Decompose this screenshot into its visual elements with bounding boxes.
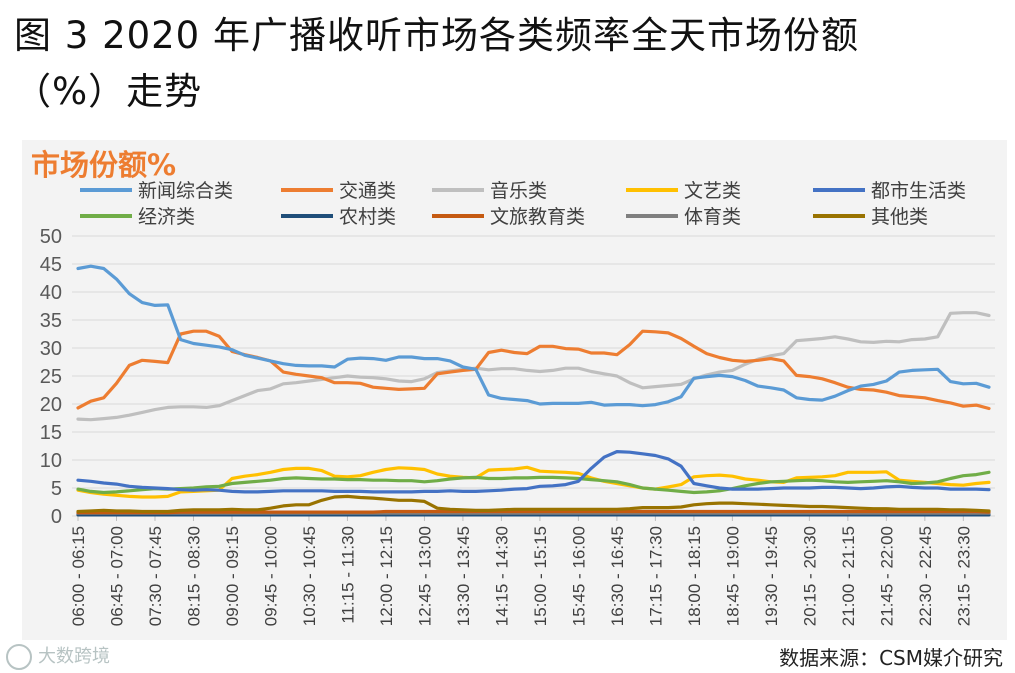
x-tick-label: 07:30 - 07:45 xyxy=(146,526,165,626)
watermark-logo-icon xyxy=(6,644,32,670)
x-tick-label: 14:15 - 14:30 xyxy=(492,526,511,626)
series-lines xyxy=(76,264,991,517)
x-tick-label: 18:00 - 18:15 xyxy=(685,526,704,626)
legend-label: 文艺类 xyxy=(684,180,741,202)
series-line-7 xyxy=(76,509,991,515)
x-tick-label: 06:45 - 07:00 xyxy=(107,526,126,626)
x-tick-label: 06:00 - 06:15 xyxy=(69,526,88,626)
figure-title: 图 3 2020 年广播收听市场各类频率全天市场份额 （%）走势 xyxy=(14,8,859,120)
series-line-3 xyxy=(76,465,991,499)
y-tick-label: 10 xyxy=(40,450,62,472)
y-tick-label: 5 xyxy=(51,478,62,500)
watermark: 大数跨境 xyxy=(6,642,110,670)
y-tick-label: 15 xyxy=(40,422,62,444)
y-tick-label: 25 xyxy=(40,366,62,388)
chart-panel xyxy=(22,140,1007,640)
x-tick-label: 21:45 - 22:00 xyxy=(877,526,896,626)
series-line-2 xyxy=(76,311,991,422)
x-tick-label: 15:45 - 16:00 xyxy=(569,526,588,626)
x-tick-label: 15:00 - 15:15 xyxy=(531,526,550,626)
x-tick-label: 20:15 - 20:30 xyxy=(800,526,819,626)
watermark-text: 大数跨境 xyxy=(38,646,110,667)
x-axis-ticks: 06:00 - 06:15 06:45 - 07:00 07:30 - 07:45 0… xyxy=(69,516,973,626)
legend-label: 交通类 xyxy=(339,180,396,202)
y-tick-label: 35 xyxy=(40,310,62,332)
legend-label: 体育类 xyxy=(684,206,741,228)
legend-label: 新闻综合类 xyxy=(138,180,233,202)
x-tick-label: 12:45 - 13:00 xyxy=(415,526,434,626)
x-tick-label: 18:45 - 19:00 xyxy=(723,526,742,626)
legend-label: 文旅教育类 xyxy=(490,206,585,228)
series-line-4 xyxy=(76,450,991,494)
legend-label: 经济类 xyxy=(138,206,195,228)
x-tick-label: 09:45 - 10:00 xyxy=(261,526,280,626)
legend-label: 都市生活类 xyxy=(871,180,966,202)
y-tick-label: 45 xyxy=(40,254,62,276)
gridlines xyxy=(72,235,995,517)
x-tick-label: 16:30 - 16:45 xyxy=(608,526,627,626)
x-tick-label: 22:30 - 22:45 xyxy=(916,526,935,626)
x-tick-label: 08:15 - 08:30 xyxy=(184,526,203,626)
x-tick-label: 11:15 - 11:30 xyxy=(338,526,357,624)
series-line-0 xyxy=(76,264,991,408)
legend-label: 农村类 xyxy=(339,206,396,228)
x-tick-label: 09:00 - 09:15 xyxy=(223,526,242,626)
series-line-5 xyxy=(76,470,991,495)
y-tick-label: 20 xyxy=(40,394,62,416)
x-tick-label: 17:15 - 17:30 xyxy=(646,526,665,626)
figure-title-line2: （%）走势 xyxy=(14,70,203,113)
x-tick-label: 12:00 - 12:15 xyxy=(377,526,396,626)
y-tick-label: 30 xyxy=(40,338,62,360)
x-tick-label: 10:30 - 10:45 xyxy=(300,526,319,626)
x-tick-label: 23:15 - 23:30 xyxy=(954,526,973,626)
y-axis-ticks: 0 5 10 15 20 25 30 35 40 45 50 xyxy=(40,226,62,528)
legend-label: 其他类 xyxy=(871,206,928,228)
y-tick-label: 50 xyxy=(40,226,62,248)
figure-title-line1: 图 3 2020 年广播收听市场各类频率全天市场份额 xyxy=(14,14,859,57)
source-note: 数据来源：CSM媒介研究 xyxy=(779,646,1003,670)
legend-label: 音乐类 xyxy=(490,180,547,202)
x-tick-label: 13:30 - 13:45 xyxy=(454,526,473,626)
y-tick-label: 0 xyxy=(51,506,62,528)
x-tick-label: 21:00 - 21:15 xyxy=(839,526,858,626)
series-line-9 xyxy=(76,494,991,514)
y-tick-label: 40 xyxy=(40,282,62,304)
x-tick-label: 19:30 - 19:45 xyxy=(762,526,781,626)
y-axis-label: 市场份额% xyxy=(31,148,177,182)
